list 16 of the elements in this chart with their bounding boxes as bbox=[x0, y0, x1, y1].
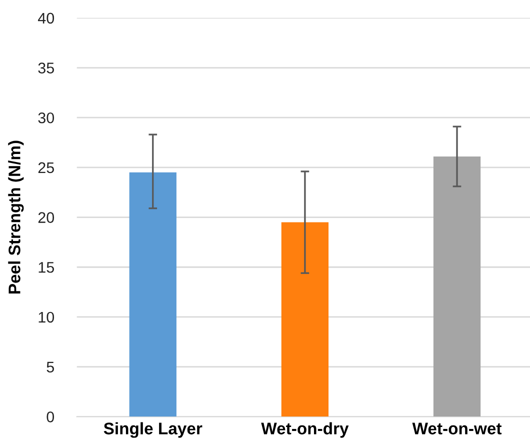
bar bbox=[281, 222, 329, 417]
y-tick-label: 25 bbox=[38, 162, 54, 174]
y-tick-label: 10 bbox=[38, 312, 54, 323]
x-tick-label: Wet-on-dry bbox=[261, 422, 349, 438]
y-tick-label: 5 bbox=[46, 362, 54, 372]
y-tick-label: 30 bbox=[38, 112, 54, 124]
bar bbox=[433, 156, 481, 417]
y-axis-title: Peel Strength (N/m) bbox=[8, 140, 24, 294]
y-tick-label: 40 bbox=[38, 12, 54, 24]
y-tick-label: 20 bbox=[38, 212, 54, 223]
x-tick-label: Single Layer bbox=[104, 422, 202, 438]
y-tick-label: 0 bbox=[46, 412, 54, 422]
y-tick-label: 15 bbox=[38, 262, 54, 273]
bar bbox=[129, 172, 176, 417]
y-tick-label: 35 bbox=[38, 62, 54, 74]
x-tick-label: Wet-on-wet bbox=[412, 422, 502, 434]
